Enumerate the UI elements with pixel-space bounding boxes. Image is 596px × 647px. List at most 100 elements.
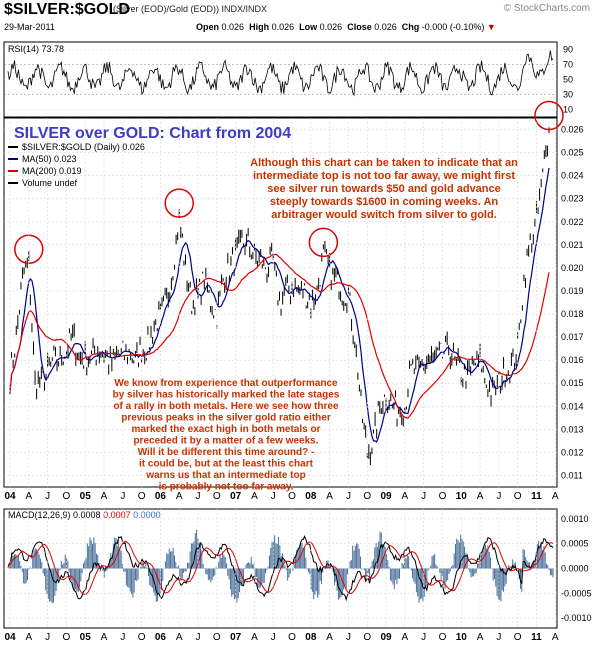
- legend-item: Volume undef: [22, 178, 78, 188]
- open-label: Open: [196, 22, 220, 32]
- ohlc-readout: Open 0.026 High 0.026 Low 0.026 Close 0.…: [196, 22, 496, 32]
- rsi-tick-label: 70: [563, 60, 573, 70]
- x-axis: 04 04 A A J J O O 05 05 A A J J O O 06 06 A A J J O O 07 07 A A J J O O…: [4, 118, 559, 643]
- rsi-tick-label: 90: [563, 45, 573, 55]
- x-tick-label: A: [251, 632, 258, 643]
- x-tick-label: 07: [230, 632, 242, 643]
- chart-headline: SILVER over GOLD: Chart from 2004: [14, 125, 291, 142]
- annotation-top-line: see silver run towards $50 and gold adva…: [267, 183, 501, 195]
- ma200-line: [9, 253, 550, 419]
- rsi-line: [7, 50, 554, 97]
- price-frame: [3, 117, 558, 488]
- annotation-bottom-line: is probably not too far away.: [159, 482, 294, 493]
- annotation-bottom-line: Will it be different this time around? -: [138, 447, 315, 458]
- y-tick-label: 0.011: [561, 470, 583, 480]
- x-tick-label: A: [402, 491, 409, 502]
- x-tick-label: J: [45, 632, 50, 643]
- x-tick-label: J: [271, 491, 276, 502]
- x-tick-label: J: [421, 491, 426, 502]
- x-tick-label: O: [363, 632, 371, 643]
- x-tick-label: 06: [155, 632, 167, 643]
- x-tick-label: A: [25, 632, 32, 643]
- x-tick-label: O: [288, 632, 296, 643]
- x-tick-label: J: [120, 632, 125, 643]
- x-tick-label: A: [477, 491, 484, 502]
- x-tick-label: O: [138, 632, 146, 643]
- x-tick-label: A: [25, 491, 32, 502]
- x-tick-label: A: [101, 632, 108, 643]
- x-tick-label: J: [45, 491, 50, 502]
- close-label: Close: [347, 22, 372, 32]
- x-tick-label: O: [439, 491, 447, 502]
- x-tick-label: A: [101, 491, 108, 502]
- rsi-panel: 90 70 50 30 10 RSI(14) 73.78: [4, 44, 573, 115]
- annotation-bottom-line: of a rally in both metals. Here we see h…: [113, 401, 339, 412]
- rsi-label: RSI(14) 73.78: [8, 44, 64, 54]
- annotation-bottom-line: We know from experience that outperforma…: [114, 378, 338, 389]
- x-tick-label: 09: [380, 632, 392, 643]
- annotation-bottom-line: it could be, but at the least this chart: [139, 459, 314, 470]
- x-tick-label: A: [552, 632, 559, 643]
- macd-tick-label: 0.0000: [561, 564, 589, 574]
- annotation-bottom-line: preceded it by a matter of a few weeks.: [133, 436, 318, 447]
- macd-tick-label: 0.0010: [561, 514, 589, 524]
- annotation-bottom-line: by silver has historically marked the la…: [113, 390, 340, 401]
- y-tick-label: 0.025: [561, 148, 584, 158]
- x-tick-label: 06: [155, 491, 167, 502]
- low-value: 0.026: [319, 22, 343, 32]
- y-tick-label: 0.012: [561, 447, 584, 457]
- y-tick-label: 0.016: [561, 355, 584, 365]
- annotation-top-line: arbitrager would switch from silver to g…: [271, 209, 497, 221]
- x-tick-label: O: [63, 632, 71, 643]
- price-panel: 0.026 0.025 0.024 0.023 0.022 0.021 0.020 0.019…: [4, 100, 584, 480]
- x-tick-label: O: [288, 491, 296, 502]
- x-tick-label: A: [402, 632, 409, 643]
- x-tick-label: A: [251, 491, 258, 502]
- x-tick-label: J: [421, 632, 426, 643]
- y-tick-label: 0.023: [561, 194, 584, 204]
- macd-value: 0.0000: [131, 510, 161, 520]
- macd-value: 0.0008: [71, 510, 101, 520]
- annotation-bottom-line: previous peaks in the silver gold ratio …: [121, 413, 331, 424]
- x-tick-label: J: [120, 491, 125, 502]
- x-tick-label: A: [477, 632, 484, 643]
- chg-label: Chg: [401, 22, 420, 32]
- legend-item: MA(50) 0.023: [22, 154, 77, 164]
- open-value: 0.026: [221, 22, 245, 32]
- macd-value: 0.0007: [101, 510, 131, 520]
- macd-tick-label: -0.0005: [561, 588, 592, 598]
- x-tick-label: 05: [80, 632, 92, 643]
- macd-value: MACD(12,26,9): [8, 510, 71, 520]
- low-label: Low: [299, 22, 318, 32]
- chart-subtitle: (Silver (EOD)/Gold (EOD)) INDX/INDX: [113, 4, 268, 14]
- chg-down-arrow-icon: ▼: [486, 22, 496, 32]
- x-tick-label: 09: [380, 491, 392, 502]
- y-tick-label: 0.024: [561, 171, 584, 181]
- x-tick-label: 08: [305, 632, 317, 643]
- peak-circle: [534, 100, 564, 131]
- x-tick-label: 07: [230, 491, 242, 502]
- macd-tick-label: -0.0010: [561, 613, 592, 623]
- x-tick-label: A: [552, 491, 559, 502]
- annotation-bottom-line: marked the exact high in both metals or: [132, 424, 321, 435]
- x-tick-label: 11: [531, 491, 542, 502]
- x-tick-label: J: [346, 491, 351, 502]
- x-tick-label: 11: [531, 632, 542, 643]
- x-tick-label: J: [496, 491, 501, 502]
- x-tick-label: 04: [4, 491, 16, 502]
- y-tick-label: 0.019: [561, 286, 584, 296]
- macd-label: MACD(12,26,9) 0.0008 0.0007 0.0000: [8, 510, 161, 520]
- source-logo[interactable]: © StockCharts.com: [503, 3, 590, 14]
- macd-signal-line: [7, 540, 554, 595]
- macd-line: [7, 534, 554, 602]
- x-tick-label: O: [363, 491, 371, 502]
- legend-item: $SILVER:$GOLD (Daily) 0.026: [22, 142, 145, 152]
- rsi-tick-label: 50: [563, 75, 573, 85]
- x-tick-label: 10: [456, 491, 468, 502]
- x-tick-label: J: [196, 491, 201, 502]
- high-label: High: [249, 22, 270, 32]
- rsi-tick-label: 10: [563, 105, 573, 115]
- y-tick-label: 0.020: [561, 263, 584, 273]
- annotation-bottom-line: warns us that an intermediate top: [145, 470, 305, 481]
